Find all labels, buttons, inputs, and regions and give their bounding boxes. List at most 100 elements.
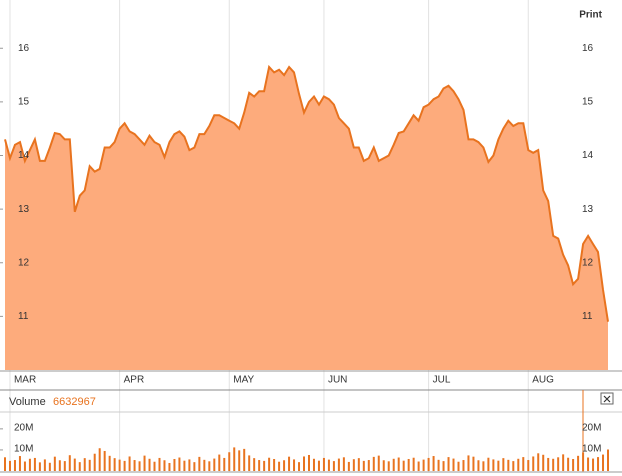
volume-bar [58,460,61,471]
y-tick-label-right: 11 [582,311,593,322]
y-tick-label-left: 10M [14,444,33,455]
volume-bar [602,454,605,471]
volume-bar [143,455,146,471]
volume-bar [253,458,256,471]
volume-bar [322,457,325,471]
volume-last-value: 6632967 [53,396,96,408]
volume-bar [138,461,141,471]
volume-bar [542,454,545,471]
volume-bar [552,458,555,471]
volume-bar [482,461,485,471]
x-tick-label: MAR [14,375,36,386]
volume-bar [427,457,430,471]
volume-bar [442,461,445,471]
volume-bar [407,458,410,471]
volume-bar [38,462,41,471]
volume-bar [422,459,425,471]
volume-bar [357,458,360,471]
volume-bar [577,455,580,471]
volume-bar [497,460,500,471]
volume-bar [158,457,161,471]
volume-bar [123,460,126,471]
volume-bar [507,459,510,471]
volume-bar [268,457,271,471]
volume-bar [93,453,96,471]
volume-bar [362,460,365,471]
volume-bar [317,460,320,471]
volume-bar [63,461,66,471]
volume-bar [8,460,11,471]
volume-bar [278,461,281,471]
y-tick-label-right: 12 [582,257,594,268]
volume-bar [457,461,460,471]
volume-bar [233,447,236,471]
volume-bar [312,458,315,471]
volume-bar [118,459,121,471]
volume-bar [347,461,350,471]
volume-bar [33,457,36,471]
y-tick-label-left: 14 [18,150,30,161]
close-button[interactable] [600,392,614,405]
volume-bar [48,462,51,471]
volume-bar [607,449,609,471]
volume-bar [342,457,345,471]
volume-bar [472,456,475,471]
volume-bar [53,456,56,471]
volume-bar [288,456,291,471]
x-tick-label: JUN [328,375,347,386]
volume-bar [332,461,335,471]
volume-bar [68,455,71,471]
volume-bar [382,460,385,471]
volume-bar [273,458,276,471]
x-tick-label: MAY [233,375,254,386]
volume-bar [103,450,106,471]
volume-bar [307,454,310,471]
volume-bar [517,458,520,471]
volume-bar [502,458,505,471]
volume-bar [597,457,600,471]
volume-bar [83,458,86,471]
volume-bar [88,459,91,471]
volume-bar [208,461,211,471]
y-tick-label-right: 10M [582,444,601,455]
price-line [4,64,609,322]
volume-bar [522,457,525,471]
volume-bar [303,456,306,471]
volume-bar [547,457,550,471]
volume-bar [367,460,370,471]
volume-bar [258,460,261,471]
x-tick-label: JUL [433,375,451,386]
volume-bar [113,458,116,471]
volume-bar [562,454,565,471]
volume-bar [108,455,111,471]
volume-bar [238,450,241,471]
volume-bar [28,458,31,471]
volume-bar [298,462,301,471]
y-tick-label-right: 15 [582,97,594,108]
volume-bar [572,458,575,471]
y-tick-label-left: 13 [18,204,30,215]
volume-bar [133,460,136,471]
volume-bar [377,455,380,471]
close-icon[interactable] [603,395,611,403]
volume-bar [183,460,186,471]
print-link[interactable]: Print [579,10,602,21]
price-area [5,67,608,370]
volume-bar [198,456,201,471]
y-tick-label-right: 20M [582,422,601,433]
volume-bar [13,460,16,471]
volume-bar [387,461,390,471]
volume-bar [153,461,156,471]
volume-bar [567,457,570,471]
volume-bar [392,458,395,471]
volume-bar [352,459,355,471]
volume-bar [73,458,76,471]
volume-bar [193,462,196,471]
volume-bar [283,460,286,471]
volume-bar [512,461,515,471]
volume-bar [213,458,216,471]
volume-bar [432,456,435,471]
volume-bar [582,452,585,471]
volume-bar [78,462,81,471]
volume-bar [467,455,470,471]
